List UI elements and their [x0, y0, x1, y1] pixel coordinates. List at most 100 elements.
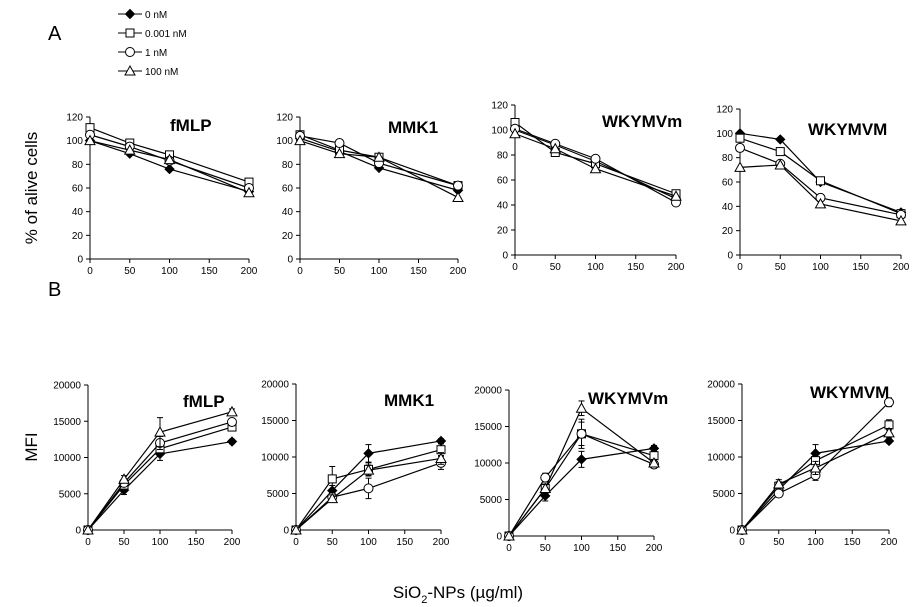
data-point-triangle [736, 523, 748, 535]
y-tick-label: 120 [716, 105, 733, 116]
y-tick-label: 10000 [53, 453, 81, 464]
series-line [508, 407, 655, 537]
data-point-circle [773, 488, 784, 499]
legend-marker-diamond [124, 8, 136, 20]
data-point-triangle [290, 523, 302, 535]
y-tick-label: 80 [282, 160, 294, 171]
data-point-triangle [814, 197, 827, 209]
y-axis-label-viability: % of alive cells [22, 132, 41, 244]
data-point-triangle [435, 452, 447, 463]
data-point-square [735, 133, 745, 143]
y-tick-label: 15000 [707, 416, 735, 427]
x-tick-label: 150 [188, 537, 205, 548]
series-line [87, 411, 233, 531]
x-tick-label: 200 [241, 266, 258, 277]
y-tick-label: 20 [72, 231, 84, 242]
legend-label-0nm: 0 nM [145, 10, 167, 21]
x-tick-label: 50 [124, 266, 136, 277]
data-point-triangle [774, 158, 787, 170]
y-tick-label: 0 [727, 251, 733, 262]
x-axis-label-prefix: SiO [393, 583, 421, 602]
y-tick-label: 20 [282, 231, 294, 242]
y-tick-label: 40 [72, 207, 84, 218]
data-point-circle [227, 416, 237, 427]
data-point-square [327, 474, 337, 484]
x-tick-label: 100 [360, 537, 377, 548]
series-1-nm [735, 142, 906, 220]
legend-marker-square [125, 28, 135, 38]
y-tick-label: 40 [722, 202, 734, 213]
series-100-nm [294, 134, 464, 202]
series-line [508, 433, 655, 537]
chart-title: WKYMVm [602, 112, 682, 131]
series-line [508, 447, 655, 537]
x-tick-label: 200 [224, 537, 241, 548]
chart-title: MMK1 [384, 391, 434, 410]
x-tick-label: 0 [293, 537, 299, 548]
data-point-triangle [549, 142, 562, 154]
data-point-triangle [294, 134, 306, 146]
y-tick-label: 100 [491, 126, 508, 137]
y-tick-label: 40 [282, 207, 294, 218]
data-point-diamond [576, 454, 587, 465]
series-line [89, 134, 250, 189]
x-tick-label: 100 [587, 262, 604, 273]
x-tick-label: 50 [775, 262, 787, 273]
data-point-diamond [540, 490, 551, 502]
y-tick-label: 100 [716, 129, 733, 140]
data-point-circle [884, 397, 894, 408]
data-point-triangle [163, 153, 176, 165]
x-tick-label: 0 [739, 537, 745, 548]
series-line [295, 449, 442, 531]
series-line [87, 440, 233, 531]
x-tick-label: 200 [433, 537, 450, 548]
data-point-circle [453, 180, 463, 191]
x-tick-label: 150 [852, 262, 869, 273]
data-point-triangle [154, 426, 166, 437]
series-line [89, 140, 250, 194]
data-point-triangle [539, 482, 552, 494]
x-tick-label: 0 [737, 262, 743, 273]
chart-title: WKYMVM [808, 120, 887, 139]
data-point-circle [735, 142, 745, 153]
data-point-diamond [883, 435, 895, 447]
x-tick-label: 200 [668, 262, 685, 273]
data-point-triangle [589, 162, 602, 174]
chart-a-fmlp: 0 20 40 60 80 100 120 0 50 100 150 200 fMLP [66, 113, 257, 278]
data-point-square [816, 176, 825, 186]
x-tick-label: 100 [371, 266, 388, 277]
y-tick-label: 10000 [707, 453, 735, 464]
y-tick-label: 0 [283, 526, 289, 537]
data-point-diamond [363, 448, 374, 459]
legend: 0 nM 0.001 nM 1 nM 100 nM [118, 8, 187, 78]
y-tick-label: 0 [502, 251, 508, 262]
series-100-nm [82, 405, 238, 535]
series-line [741, 401, 890, 531]
x-tick-label: 50 [334, 266, 346, 277]
x-tick-label: 200 [450, 266, 467, 277]
chart-a-wkymvm: 0 20 40 60 80 100 120 0 50 100 150 200 WKYMVM [716, 105, 909, 274]
x-axis-label: SiO2-NPs (µg/ml) [393, 583, 523, 606]
chart-title: fMLP [183, 392, 225, 411]
chart-title: WKYMVm [588, 389, 668, 408]
x-tick-label: 50 [773, 537, 785, 548]
y-tick-label: 80 [72, 160, 84, 171]
series-1-nm [504, 418, 659, 541]
data-point-triangle [809, 461, 822, 473]
x-tick-label: 150 [201, 266, 218, 277]
data-point-triangle [575, 402, 588, 413]
x-tick-label: 100 [573, 543, 590, 554]
series-100-nm [509, 127, 682, 201]
y-tick-label: 60 [282, 184, 294, 195]
x-axis-label-suffix: -NPs (µg/ml) [427, 583, 523, 602]
chart-b-fmlp: 0 5000 10000 15000 20000 0 50 100 150 200 fMLP [53, 381, 241, 549]
series-line [89, 140, 250, 193]
series-100-nm [734, 158, 907, 226]
chart-a-wkymvm: 0 20 40 60 80 100 120 0 50 100 150 200 WKYMVm [491, 101, 684, 274]
data-point-triangle [883, 426, 895, 438]
y-tick-label: 5000 [59, 489, 82, 500]
x-tick-label: 50 [540, 543, 552, 554]
data-point-square [775, 147, 785, 157]
